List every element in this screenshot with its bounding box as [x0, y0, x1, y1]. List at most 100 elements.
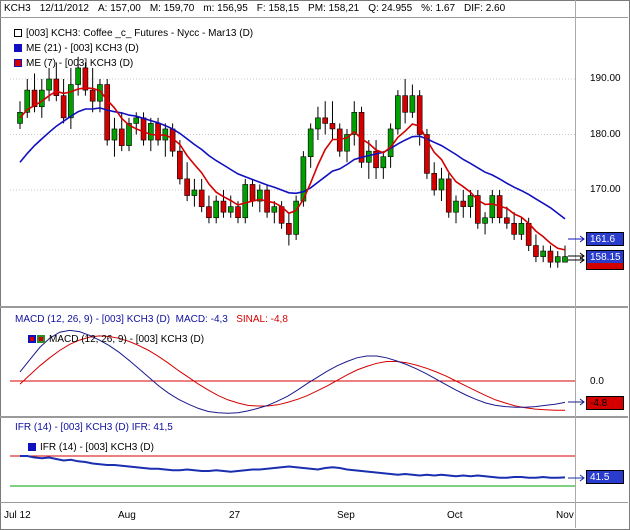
candle-body — [184, 178, 190, 196]
x-tick-4: Oct — [447, 510, 463, 521]
candle-body — [533, 245, 539, 257]
candle-body — [75, 67, 81, 85]
candle-body — [82, 67, 89, 91]
date: 12/11/2012 — [39, 3, 89, 14]
open-value: A: 157,00 — [98, 3, 141, 14]
candle-body — [445, 178, 452, 213]
color-swatch-icon[interactable] — [28, 443, 36, 451]
candle-body — [351, 112, 358, 135]
candle-body — [525, 223, 532, 246]
close-value: F: 158,15 — [256, 3, 300, 14]
quote-header: KCH3 12/11/2012 A: 157,00 M: 159,70 m: 156,9… — [4, 3, 514, 14]
low-value: m: 156,95 — [203, 3, 248, 14]
candle-body — [24, 89, 31, 113]
candle-body — [467, 195, 474, 207]
candle-body — [540, 250, 547, 257]
candle-body — [380, 156, 387, 169]
x-tick-0: Jul 12 — [4, 510, 31, 521]
candle-body — [31, 89, 38, 108]
volume-value: Q: 24.955 — [368, 3, 413, 14]
macd-legend[interactable]: MACD (12, 26, 9) - [003] KCH3 (D) — [28, 334, 204, 345]
candle-body — [53, 78, 60, 96]
candle-body — [111, 128, 118, 141]
candle-body — [286, 223, 292, 235]
candle-body — [344, 134, 350, 152]
header-divider — [0, 17, 628, 18]
checkbox-icon[interactable] — [14, 29, 22, 37]
legend-row-ma21[interactable]: ME (21) - [003] KCH3 (D) — [14, 42, 253, 57]
legend-row-ma7[interactable]: ME (7) - [003] KCH3 (D) — [14, 57, 253, 72]
ma21-line — [19, 107, 566, 220]
candle-body — [409, 95, 416, 113]
candle-body — [554, 256, 561, 263]
main-legend: [003] KCH3: Coffee _c_ Futures - Nycc - … — [14, 27, 253, 72]
candle-body — [474, 195, 481, 224]
color-swatch-icon[interactable] — [37, 335, 45, 343]
change-value: %: 1.67 — [421, 3, 456, 14]
legend-row-price[interactable]: [003] KCH3: Coffee _c_ Futures - Nycc - … — [14, 27, 253, 42]
time-axis-divider — [0, 502, 628, 503]
symbol: KCH3 — [4, 3, 31, 14]
ifr-line — [20, 455, 566, 479]
x-tick-3: Sep — [337, 510, 355, 521]
value-pointer-icon — [568, 256, 585, 264]
candle-body — [460, 200, 467, 207]
candle-body — [148, 123, 154, 141]
value-pointer-icon — [568, 398, 585, 406]
candle-body — [293, 200, 299, 235]
candle-body — [206, 206, 212, 219]
candle-body — [191, 189, 198, 196]
candle-body — [424, 134, 430, 174]
diff-value: DIF: 2.60 — [464, 3, 506, 14]
price-tick-180: 180.00 — [590, 129, 621, 140]
macd-signal-badge: -4.8 — [586, 396, 624, 410]
color-swatch-icon[interactable] — [14, 59, 22, 67]
candle-body — [489, 195, 496, 219]
candle-body — [402, 95, 408, 113]
candle-body — [271, 206, 278, 213]
ifr-legend[interactable]: IFR (14) - [003] KCH3 (D) — [28, 442, 154, 453]
ma7-line — [19, 87, 566, 251]
candle-body — [511, 223, 517, 235]
candle-body — [17, 112, 23, 124]
x-tick-2: 27 — [229, 510, 241, 521]
candle-body — [249, 184, 256, 202]
candle-body — [46, 78, 52, 91]
candle-body — [155, 123, 161, 141]
signal-line — [19, 335, 565, 411]
candle-body — [373, 150, 379, 169]
color-swatch-icon[interactable] — [14, 44, 22, 52]
candle-body — [300, 156, 307, 202]
candle-body — [140, 117, 147, 141]
price-axis-divider — [575, 0, 576, 528]
ifr-panel-title: IFR (14) - [003] KCH3 (D) IFR: 41,5 — [15, 422, 173, 433]
candle-body — [118, 128, 125, 146]
candle-body — [395, 95, 401, 130]
ifr-badge: 41.5 — [586, 470, 624, 484]
candle-body — [227, 206, 234, 213]
candle-body — [38, 89, 45, 108]
candle-body — [60, 95, 67, 119]
price-tick-190: 190.00 — [590, 73, 621, 84]
value-pointer-icon — [568, 235, 585, 243]
candle-body — [89, 89, 96, 102]
candle-body — [198, 189, 205, 207]
candle-body — [562, 256, 568, 263]
panel-divider[interactable] — [0, 416, 628, 418]
candle-body — [438, 178, 445, 191]
panel-divider[interactable] — [0, 306, 628, 308]
color-swatch-icon[interactable] — [28, 335, 36, 343]
candle-body — [329, 123, 336, 130]
macd-line — [19, 329, 566, 414]
candle-body — [220, 200, 227, 213]
candle-body — [126, 123, 132, 146]
macd-zero-tick: 0.0 — [590, 376, 604, 387]
candle-body — [307, 128, 314, 157]
price-tick-170: 170.00 — [590, 184, 621, 195]
candle-body — [235, 206, 241, 219]
candle-body — [518, 223, 525, 235]
candle-body — [256, 189, 263, 202]
value-pointer-icon — [568, 474, 585, 482]
candle-body — [504, 217, 510, 224]
